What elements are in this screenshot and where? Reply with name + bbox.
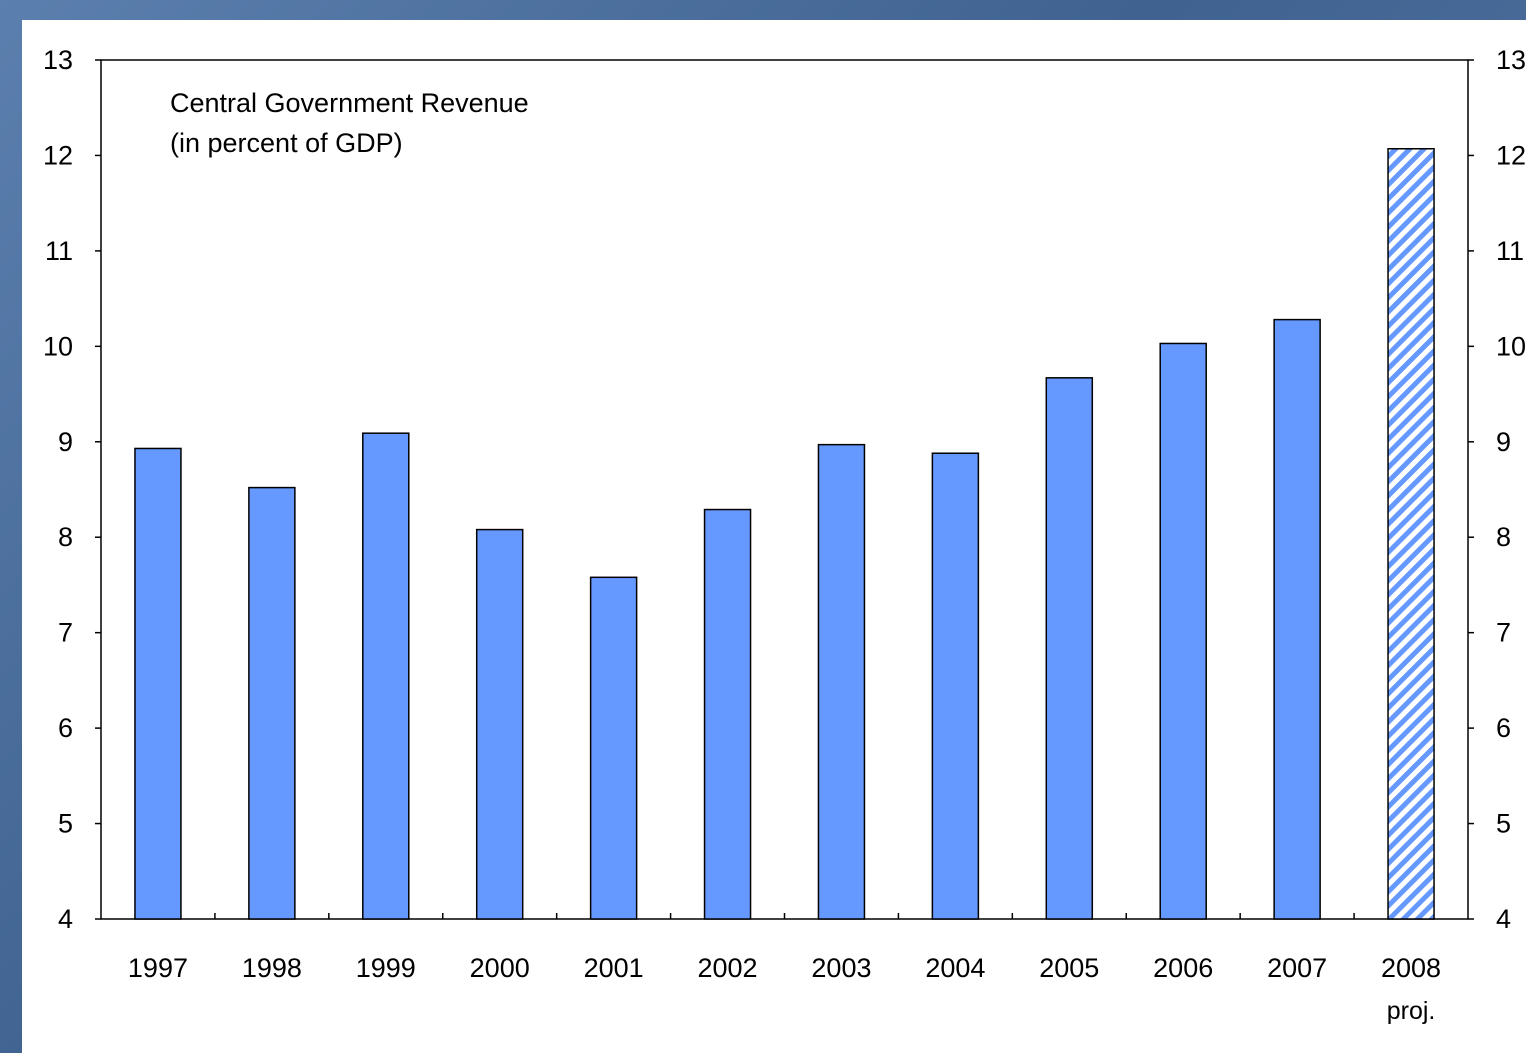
bar-2006 [1159,342,1207,920]
x-tick-label: 1999 [356,953,416,983]
x-tick-label: 2003 [811,953,871,983]
left-y-tick-label: 10 [43,331,73,361]
left-y-tick-label: 6 [58,713,73,743]
bar-2007 [1273,318,1321,920]
x-tick-label: 1998 [242,953,302,983]
right-y-tick-label: 11 [1496,236,1524,266]
right-y-tick-label: 6 [1496,713,1511,743]
x-tick-label: 2001 [584,953,644,983]
bar-chart: 4 4 5 5 6 6 7 7 8 8 9 9 10 10 11 11 12 12 13 13 1997 1998 1999… [43,45,1526,1025]
bar-1998 [248,486,296,920]
left-y-tick-label: 9 [58,427,73,457]
right-y-tick-label: 12 [1496,140,1526,170]
left-y-tick-label: 12 [43,140,73,170]
chart-panel: 4 4 5 5 6 6 7 7 8 8 9 9 10 10 11 11 12 12 13 13 1997 1998 1999… [22,20,1526,1053]
bar-1999 [362,432,410,920]
left-y-tick-label: 8 [58,522,73,552]
bar-2008 [1387,148,1435,920]
bar-2000 [475,528,524,920]
x-annotation-label: proj. [1387,997,1436,1025]
right-y-tick-label: 4 [1496,904,1511,934]
x-tick-label: 2008 [1381,953,1441,983]
right-y-tick-label: 13 [1496,45,1526,75]
left-y-tick-label: 5 [58,809,73,839]
right-y-tick-label: 9 [1496,427,1511,457]
right-y-tick-label: 10 [1496,331,1526,361]
x-tick-label: 2002 [698,953,758,983]
x-tick-label: 1997 [128,953,188,983]
bar-2005 [1045,377,1094,920]
plot-area-frame [100,59,1469,920]
left-y-tick-label: 7 [58,618,73,648]
left-y-tick-label: 4 [58,904,73,934]
x-tick-label: 2006 [1153,953,1213,983]
x-tick-label: 2000 [470,953,530,983]
x-tick-label: 2004 [925,953,985,983]
bar-2003 [817,443,866,920]
left-y-tick-label: 13 [43,45,73,75]
x-tick-label: 2007 [1267,953,1327,983]
bar-2002 [703,508,752,920]
chart-title-line-2: (in percent of GDP) [170,128,403,158]
right-y-tick-label: 7 [1496,618,1511,648]
bar-2004 [931,452,980,920]
right-y-tick-label: 8 [1496,522,1511,552]
left-y-tick-label: 11 [45,236,73,266]
right-y-tick-label: 5 [1496,809,1511,839]
bar-1997 [134,447,182,920]
x-tick-label: 2005 [1039,953,1099,983]
bar-2001 [589,576,638,920]
chart-title-line-1: Central Government Revenue [170,88,529,118]
